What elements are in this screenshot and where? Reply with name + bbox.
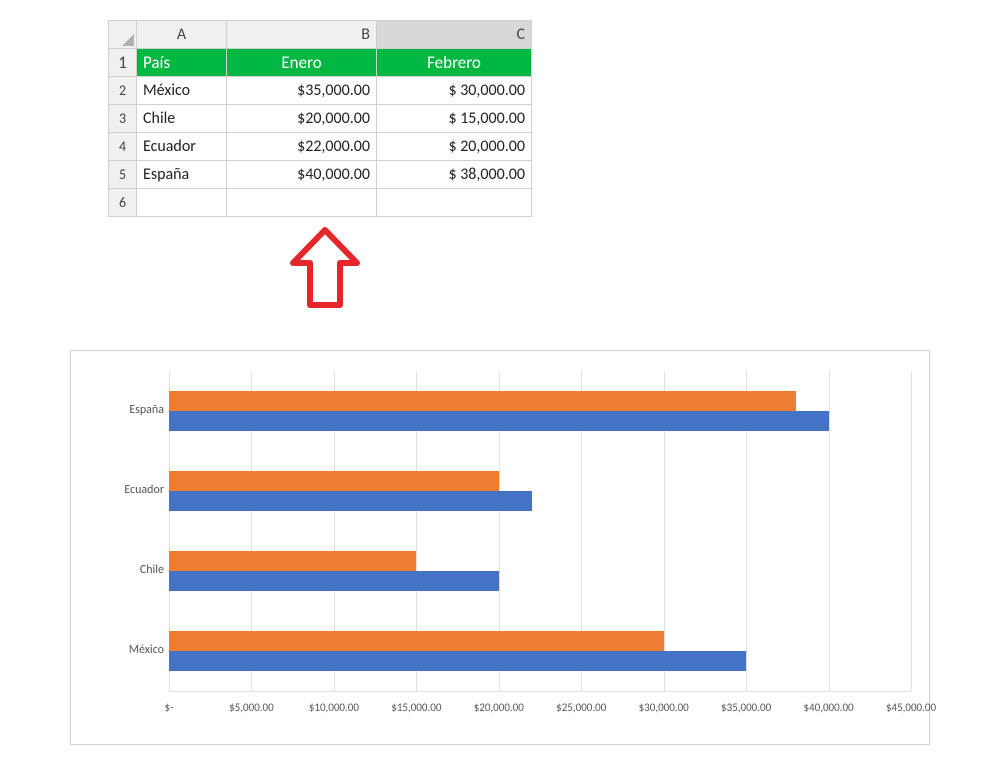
chart-bar[interactable]	[169, 631, 664, 651]
cell-b1[interactable]: Enero	[227, 49, 377, 77]
cell-a3[interactable]: Chile	[137, 105, 227, 133]
row-header-1[interactable]: 1	[109, 49, 137, 77]
up-arrow-icon	[285, 225, 365, 315]
chart-bar[interactable]	[169, 651, 746, 671]
cell-a6[interactable]	[137, 189, 227, 217]
table-row: 5 España $40,000.00 $ 38,000.00	[109, 161, 532, 189]
chart-bar[interactable]	[169, 571, 499, 591]
cell-a2[interactable]: México	[137, 77, 227, 105]
chart-gridline	[911, 371, 912, 691]
cell-b4[interactable]: $22,000.00	[227, 133, 377, 161]
chart-bar[interactable]	[169, 391, 796, 411]
chart-gridline	[829, 371, 830, 691]
select-all-icon	[122, 34, 134, 46]
cell-b5[interactable]: $40,000.00	[227, 161, 377, 189]
spreadsheet-table[interactable]: A B C 1 País Enero Febrero 2 México $35,…	[108, 20, 532, 217]
cell-c3[interactable]: $ 15,000.00	[377, 105, 532, 133]
row-header-2[interactable]: 2	[109, 77, 137, 105]
chart-x-tick-label: $15,000.00	[391, 701, 441, 714]
table-row: 2 México $35,000.00 $ 30,000.00	[109, 77, 532, 105]
table-row: 3 Chile $20,000.00 $ 15,000.00	[109, 105, 532, 133]
chart-x-tick-label: $20,000.00	[474, 701, 524, 714]
chart-bar[interactable]	[169, 491, 532, 511]
chart-x-tick-label: $45,000.00	[886, 701, 936, 714]
chart-bar[interactable]	[169, 411, 829, 431]
cell-c1[interactable]: Febrero	[377, 49, 532, 77]
cell-a4[interactable]: Ecuador	[137, 133, 227, 161]
col-header-b[interactable]: B	[227, 21, 377, 49]
cell-b2[interactable]: $35,000.00	[227, 77, 377, 105]
chart-x-tick-label: $5,000.00	[229, 701, 274, 714]
cell-c6[interactable]	[377, 189, 532, 217]
table-header-row: 1 País Enero Febrero	[109, 49, 532, 77]
chart-x-tick-label: $40,000.00	[803, 701, 853, 714]
chart-y-category-label: España	[79, 403, 164, 417]
chart-x-tick-label: $35,000.00	[721, 701, 771, 714]
col-header-c[interactable]: C	[377, 21, 532, 49]
chart-x-tick-label: $10,000.00	[309, 701, 359, 714]
table-row: 4 Ecuador $22,000.00 $ 20,000.00	[109, 133, 532, 161]
cell-a1[interactable]: País	[137, 49, 227, 77]
column-header-row: A B C	[109, 21, 532, 49]
table-row: 6	[109, 189, 532, 217]
chart-x-axis	[169, 691, 911, 692]
row-header-4[interactable]: 4	[109, 133, 137, 161]
chart-bar[interactable]	[169, 471, 499, 491]
chart-bar[interactable]	[169, 551, 416, 571]
chart-x-tick-label: $25,000.00	[556, 701, 606, 714]
row-header-6[interactable]: 6	[109, 189, 137, 217]
cell-b6[interactable]	[227, 189, 377, 217]
cell-a5[interactable]: España	[137, 161, 227, 189]
col-header-a[interactable]: A	[137, 21, 227, 49]
chart-y-category-label: Chile	[79, 563, 164, 577]
cell-c4[interactable]: $ 20,000.00	[377, 133, 532, 161]
row-header-5[interactable]: 5	[109, 161, 137, 189]
select-all-corner[interactable]	[109, 21, 137, 49]
bar-chart[interactable]: $- $5,000.00 $10,000.00 $15,000.00 $20,000.0…	[70, 350, 930, 745]
cell-c2[interactable]: $ 30,000.00	[377, 77, 532, 105]
chart-plot-area	[169, 371, 911, 691]
chart-y-category-label: Ecuador	[79, 483, 164, 497]
cell-c5[interactable]: $ 38,000.00	[377, 161, 532, 189]
chart-x-tick-label: $30,000.00	[639, 701, 689, 714]
cell-b3[interactable]: $20,000.00	[227, 105, 377, 133]
chart-x-tick-label: $-	[165, 701, 174, 714]
row-header-3[interactable]: 3	[109, 105, 137, 133]
chart-y-category-label: México	[79, 643, 164, 657]
